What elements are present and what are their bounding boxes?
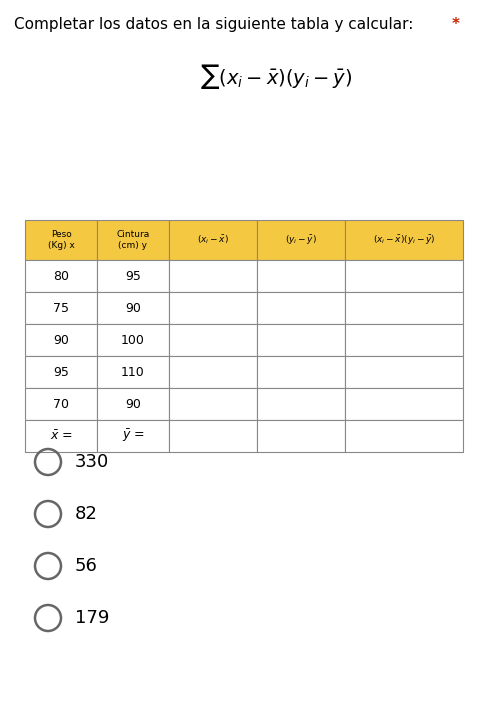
Text: 90: 90 — [53, 334, 69, 346]
Bar — [25, 324, 97, 356]
Text: 90: 90 — [125, 398, 141, 410]
Bar — [345, 292, 463, 324]
Text: Cintura
(cm) y: Cintura (cm) y — [117, 229, 149, 251]
Bar — [97, 292, 169, 324]
Bar — [345, 220, 463, 260]
Text: Completar los datos en la siguiente tabla y calcular:: Completar los datos en la siguiente tabl… — [14, 17, 413, 32]
Bar — [97, 260, 169, 292]
Text: 179: 179 — [75, 609, 110, 627]
Bar — [169, 220, 257, 260]
Text: 82: 82 — [75, 505, 98, 523]
Text: 75: 75 — [53, 302, 69, 315]
Bar — [257, 324, 345, 356]
Text: 95: 95 — [53, 366, 69, 378]
Bar — [257, 356, 345, 388]
Bar — [25, 356, 97, 388]
Bar — [345, 260, 463, 292]
Bar — [257, 388, 345, 420]
Bar — [25, 388, 97, 420]
Bar — [345, 420, 463, 452]
Bar — [169, 260, 257, 292]
Text: 80: 80 — [53, 270, 69, 283]
Bar — [25, 220, 97, 260]
Text: 90: 90 — [125, 302, 141, 315]
Bar — [97, 324, 169, 356]
Text: 100: 100 — [121, 334, 145, 346]
Bar — [25, 420, 97, 452]
Text: 70: 70 — [53, 398, 69, 410]
Text: $(x_i - \bar{x})$: $(x_i - \bar{x})$ — [197, 234, 229, 246]
Bar — [169, 420, 257, 452]
Bar — [97, 388, 169, 420]
Bar — [169, 388, 257, 420]
Bar — [25, 292, 97, 324]
Bar — [169, 324, 257, 356]
Bar — [345, 356, 463, 388]
Bar — [169, 292, 257, 324]
Bar — [97, 356, 169, 388]
Bar — [345, 324, 463, 356]
Text: $(x_i - \bar{x})(y_i - \bar{y})$: $(x_i - \bar{x})(y_i - \bar{y})$ — [373, 234, 435, 246]
Bar — [257, 260, 345, 292]
Text: 95: 95 — [125, 270, 141, 283]
Text: $\sum(x_i - \bar{x})(y_i - \bar{y})$: $\sum(x_i - \bar{x})(y_i - \bar{y})$ — [200, 62, 352, 91]
Text: $\bar{x}$ =: $\bar{x}$ = — [49, 430, 73, 443]
Text: 330: 330 — [75, 453, 109, 471]
Bar — [345, 388, 463, 420]
Bar — [257, 292, 345, 324]
Text: 110: 110 — [121, 366, 145, 378]
Text: Peso
(Kg) x: Peso (Kg) x — [48, 229, 74, 251]
Text: *: * — [452, 17, 460, 32]
Bar — [169, 356, 257, 388]
Text: $\bar{y}$ =: $\bar{y}$ = — [122, 427, 144, 444]
Bar — [25, 260, 97, 292]
Bar — [97, 420, 169, 452]
Bar — [97, 220, 169, 260]
Text: 56: 56 — [75, 557, 98, 575]
Bar — [257, 220, 345, 260]
Text: $(y_i - \bar{y})$: $(y_i - \bar{y})$ — [285, 234, 317, 246]
Bar — [257, 420, 345, 452]
